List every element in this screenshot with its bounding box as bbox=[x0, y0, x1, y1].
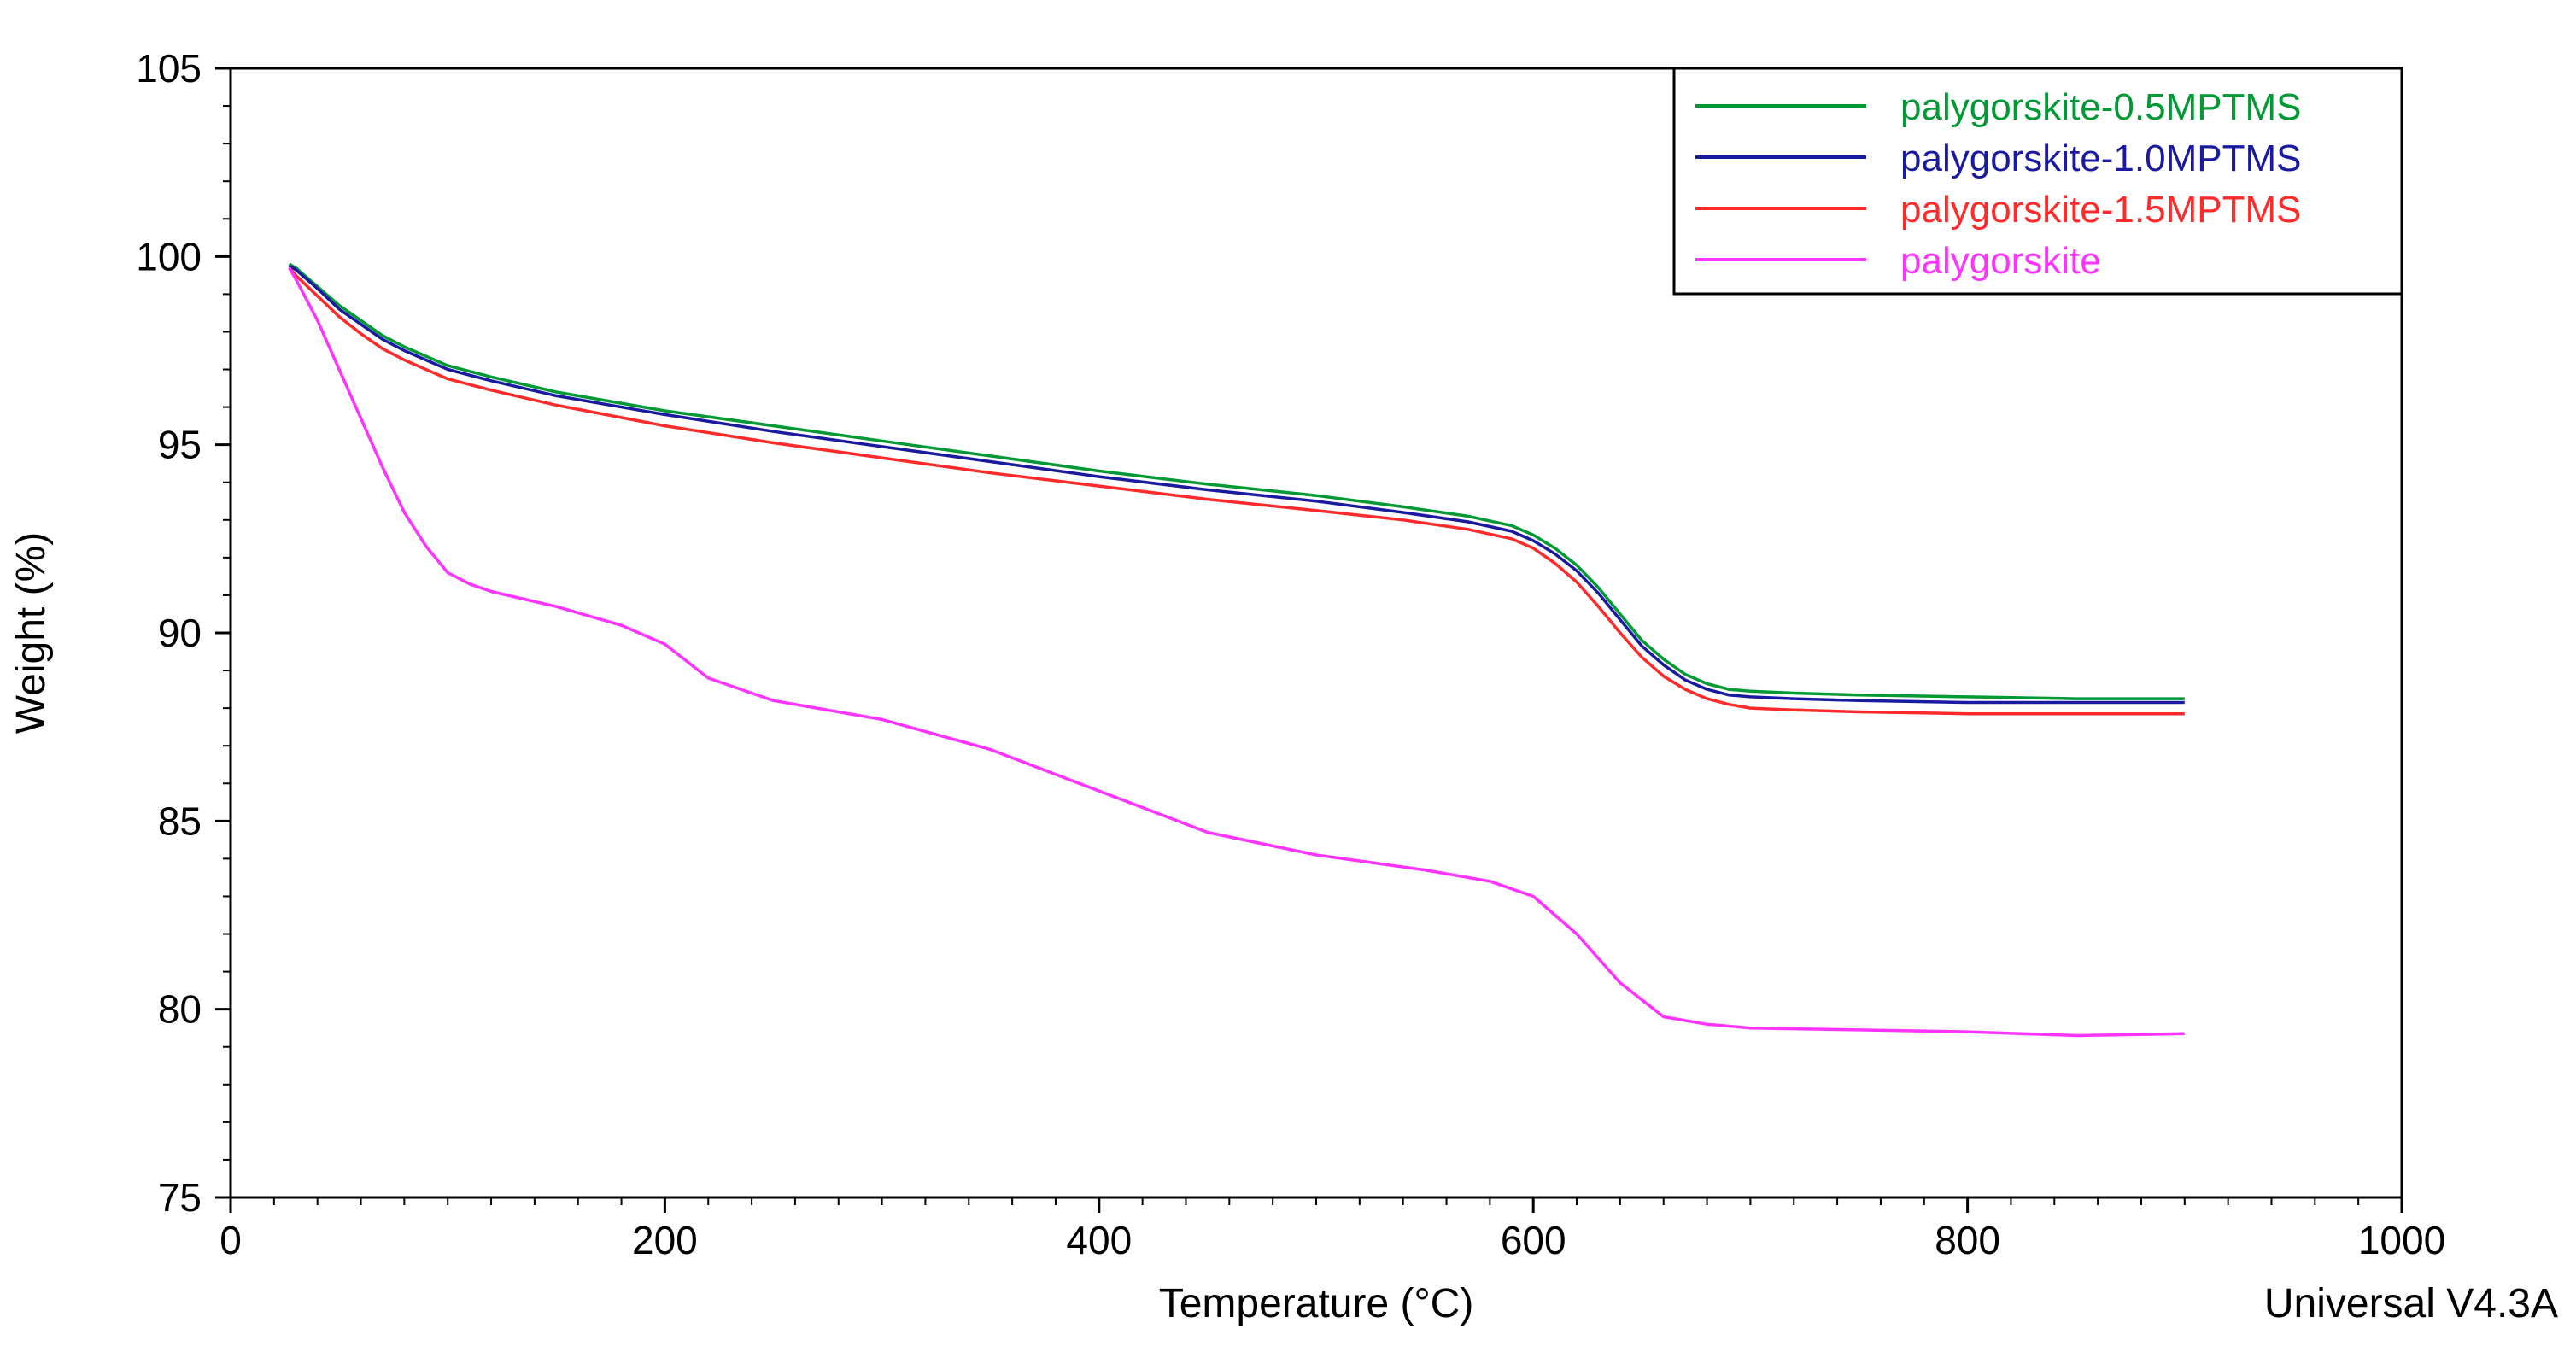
y-axis-label: Weight (%) bbox=[9, 532, 54, 735]
legend-label: palygorskite-0.5MPTMS bbox=[1900, 86, 2301, 128]
x-tick-label: 0 bbox=[220, 1218, 242, 1262]
y-tick-label: 90 bbox=[158, 611, 202, 655]
x-tick-label: 800 bbox=[1935, 1218, 2000, 1262]
x-axis-label: Temperature (°C) bbox=[1159, 1281, 1474, 1326]
y-tick-label: 95 bbox=[158, 423, 202, 467]
series-line-4 bbox=[288, 266, 2185, 1038]
series-line-3 bbox=[288, 266, 2185, 716]
y-tick-label: 75 bbox=[158, 1175, 202, 1220]
watermark-text: Universal V4.3A bbox=[2264, 1281, 2558, 1326]
y-tick-label: 85 bbox=[158, 799, 202, 843]
x-tick-label: 1000 bbox=[2358, 1218, 2445, 1262]
x-axis: 0 200 400 600 800 1000 bbox=[220, 1197, 2445, 1262]
series-layer bbox=[288, 262, 2185, 1038]
x-tick-label: 600 bbox=[1501, 1218, 1566, 1262]
y-tick-label: 100 bbox=[136, 234, 202, 278]
legend-label: palygorskite bbox=[1900, 240, 2101, 282]
series-line-1 bbox=[288, 262, 2185, 700]
y-axis: 75 80 85 90 95 100 105 bbox=[136, 46, 231, 1220]
legend: palygorskite-0.5MPTMS palygorskite-1.0MPT… bbox=[1672, 67, 2403, 296]
x-tick-label: 400 bbox=[1066, 1218, 1132, 1262]
legend-label: palygorskite-1.0MPTMS bbox=[1900, 138, 2301, 179]
x-tick-label: 200 bbox=[632, 1218, 698, 1262]
legend-label: palygorskite-1.5MPTMS bbox=[1900, 189, 2301, 231]
y-tick-label: 80 bbox=[158, 987, 202, 1032]
series-line-2 bbox=[288, 264, 2185, 705]
y-tick-label: 105 bbox=[136, 46, 202, 91]
